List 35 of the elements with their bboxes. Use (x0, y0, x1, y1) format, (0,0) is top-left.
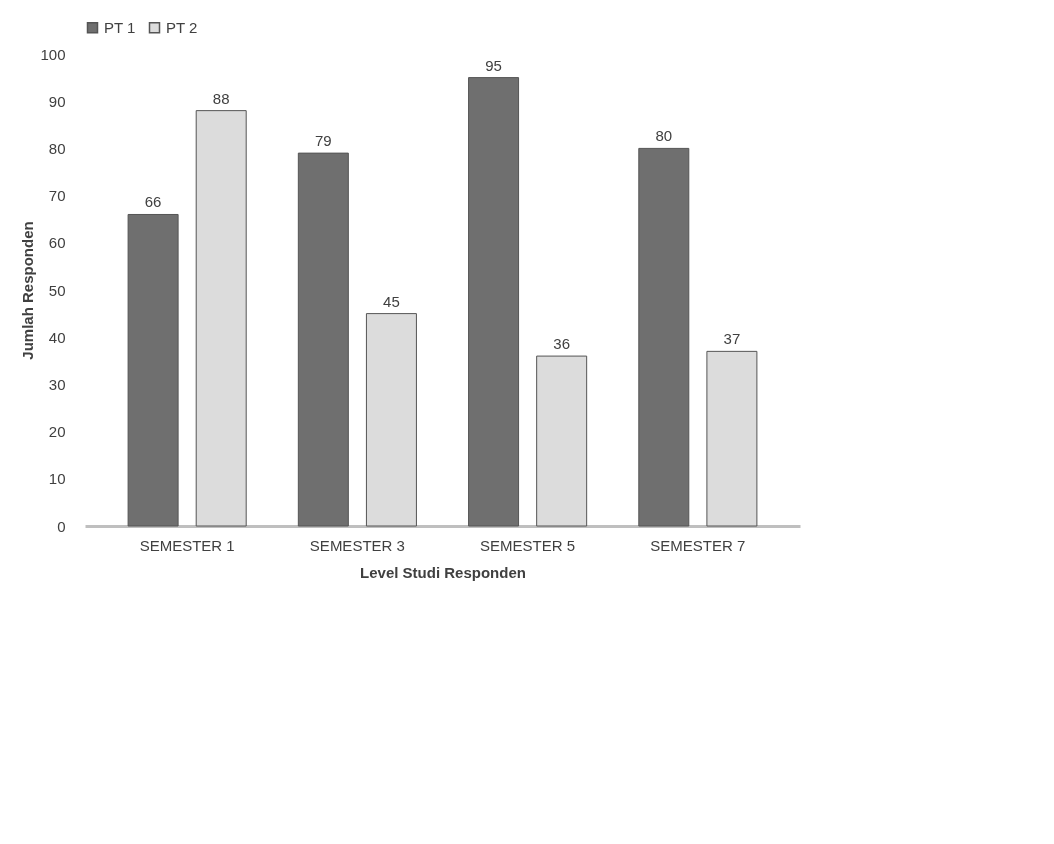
y-tick-label: 20 (48, 423, 66, 441)
data-label: 37 (723, 330, 741, 348)
data-label: 80 (655, 127, 673, 145)
y-tick-label: 70 (48, 187, 66, 205)
y-tick-label: 60 (48, 234, 66, 252)
y-tick-label: 40 (48, 328, 66, 346)
data-label: 36 (553, 335, 571, 353)
bar (536, 355, 588, 527)
y-tick-label: 30 (48, 375, 66, 393)
y-tick-label: 100 (40, 45, 66, 63)
bar (468, 77, 520, 527)
x-tick-label: SEMESTER 3 (309, 536, 405, 554)
x-axis-title: Level Studi Responden (360, 563, 526, 581)
bar (127, 213, 179, 527)
data-label: 95 (485, 56, 502, 74)
x-tick-label: SEMESTER 7 (650, 536, 746, 554)
y-tick-label: 0 (57, 517, 66, 535)
data-label: 45 (383, 292, 400, 310)
bar (297, 152, 349, 527)
x-tick-label: SEMESTER 5 (480, 536, 576, 554)
data-label: 79 (314, 132, 332, 150)
legend-label: PT 2 (166, 18, 198, 36)
y-tick-label: 50 (48, 281, 66, 299)
x-tick-label: SEMESTER 1 (139, 536, 235, 554)
bar (638, 147, 690, 527)
bar (365, 313, 417, 527)
legend-label: PT 1 (104, 18, 136, 36)
data-label: 66 (144, 193, 162, 211)
data-label: 88 (212, 89, 230, 107)
y-tick-label: 90 (48, 92, 66, 110)
y-tick-label: 80 (48, 139, 66, 157)
y-axis-title: Jumlah Responden (19, 221, 37, 360)
y-tick-label: 10 (48, 470, 66, 488)
bar (195, 110, 247, 527)
bar (706, 350, 758, 527)
